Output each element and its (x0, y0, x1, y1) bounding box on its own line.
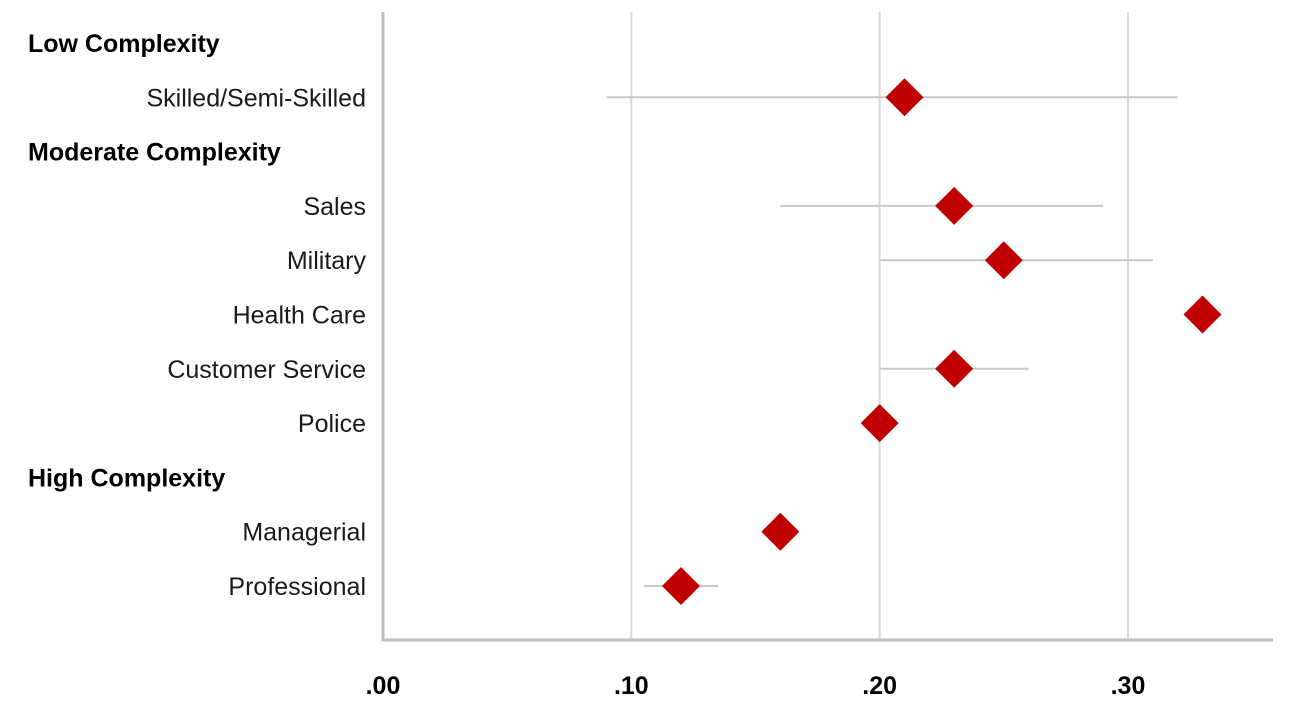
row-label: Sales (303, 193, 366, 221)
point-marker (935, 186, 974, 225)
row-label: Customer Service (167, 356, 366, 384)
point-estimates (662, 78, 1222, 605)
row-label: Health Care (233, 302, 366, 330)
point-marker (860, 404, 899, 443)
x-tick-label: .30 (1111, 672, 1146, 700)
x-tick-label: .00 (366, 672, 401, 700)
row-labels: Low Complexity Skilled/Semi-Skilled Modera… (28, 30, 366, 601)
point-marker (984, 241, 1023, 280)
point-marker (885, 78, 924, 117)
group-label: Low Complexity (28, 30, 220, 58)
point-marker (761, 512, 800, 551)
x-tick-labels: .00 .10 .20 .30 (366, 672, 1146, 700)
point-marker (1183, 295, 1222, 334)
x-tick-label: .10 (614, 672, 649, 700)
row-label: Professional (228, 573, 366, 601)
group-label: Moderate Complexity (28, 139, 281, 167)
group-label: High Complexity (28, 464, 225, 492)
row-label: Police (298, 410, 366, 438)
confidence-intervals (606, 96, 1178, 587)
row-label: Skilled/Semi-Skilled (146, 84, 366, 112)
gridlines (630, 12, 1129, 640)
x-tick-label: .20 (862, 672, 897, 700)
row-label: Military (287, 247, 367, 275)
point-marker (662, 567, 700, 605)
x-axis (381, 12, 1273, 642)
point-marker (935, 349, 974, 388)
row-label: Managerial (242, 519, 366, 547)
